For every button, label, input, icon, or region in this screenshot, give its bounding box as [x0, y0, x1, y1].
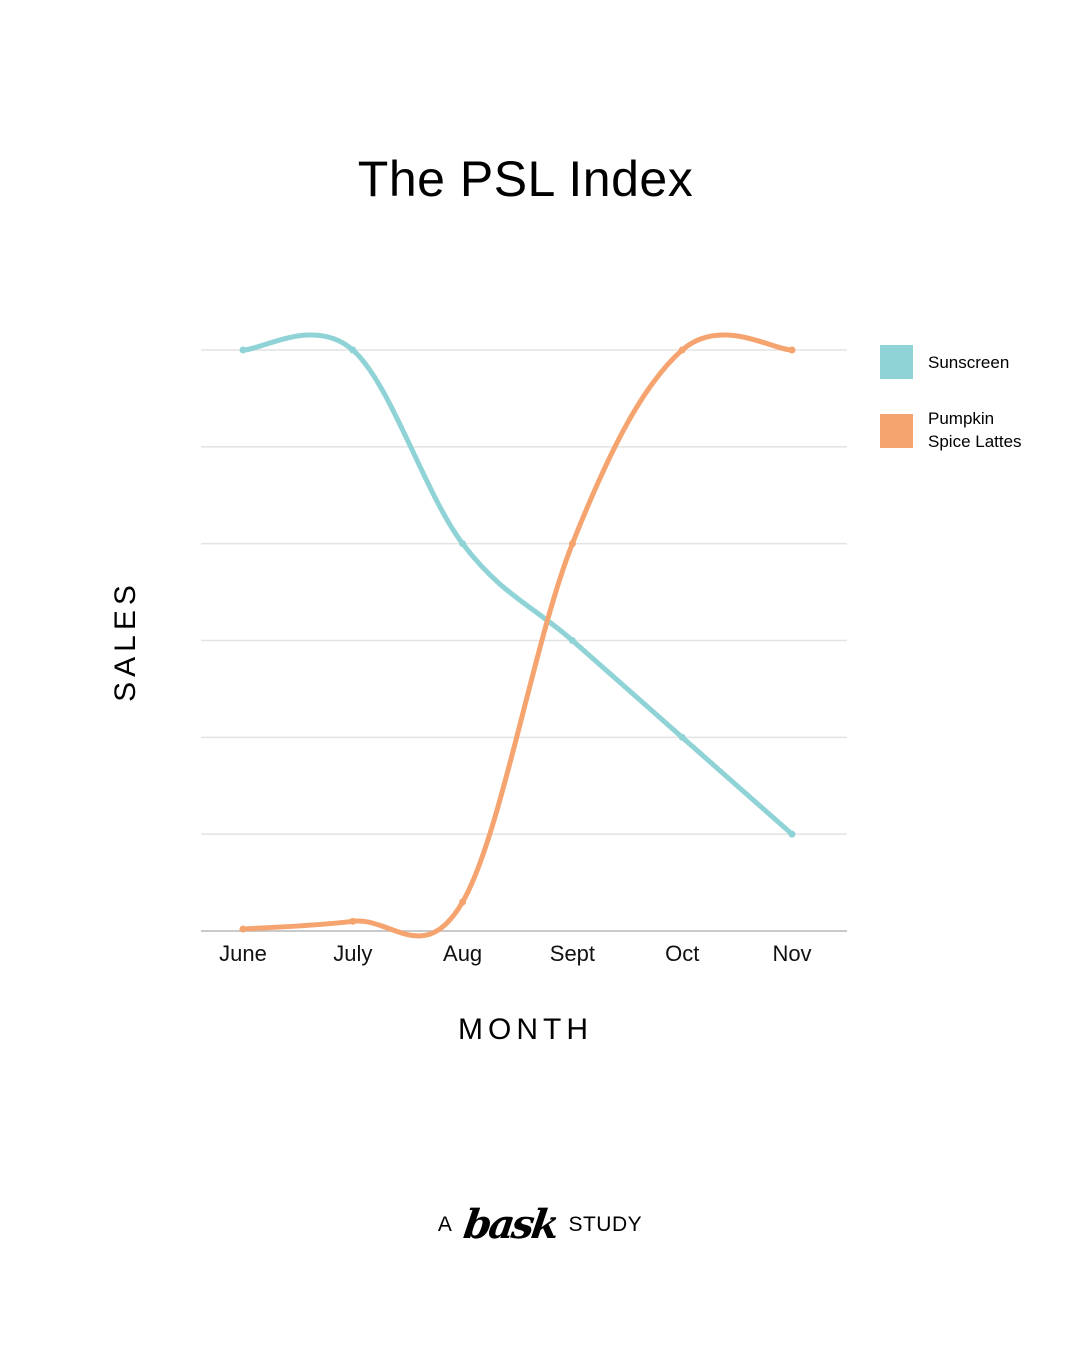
- x-tick-label: June: [219, 941, 267, 966]
- series-lines: [239, 332, 796, 939]
- x-tick-labels: June July Aug Sept Oct Nov: [219, 941, 811, 966]
- x-tick-label: Aug: [443, 941, 482, 966]
- footer-prefix: A: [437, 1213, 453, 1236]
- data-point-sunscreen: [678, 733, 686, 741]
- data-point-pumpkin-spice-lattes: [349, 917, 357, 925]
- data-point-pumpkin-spice-lattes: [788, 346, 796, 354]
- x-tick-label: Sept: [550, 941, 595, 966]
- grid-lines: [201, 349, 847, 835]
- legend-item-sunscreen: Sunscreen: [880, 345, 1070, 379]
- legend: Sunscreen Pumpkin Spice Lattes: [880, 345, 1070, 488]
- x-tick-label: Oct: [665, 941, 699, 966]
- legend-item-psl: Pumpkin Spice Lattes: [880, 409, 1070, 453]
- data-point-sunscreen: [349, 346, 357, 354]
- series-line-sunscreen: [240, 332, 795, 837]
- x-tick-label: Nov: [772, 941, 811, 966]
- legend-label-psl: Pumpkin Spice Lattes: [928, 409, 1022, 451]
- footer-credit: A bask STUDY: [0, 1201, 1080, 1248]
- data-point-pumpkin-spice-lattes: [678, 346, 686, 354]
- data-point-pumpkin-spice-lattes: [239, 925, 247, 933]
- data-point-pumpkin-spice-lattes: [568, 540, 576, 548]
- x-tick-label: July: [333, 941, 372, 966]
- bask-logo: bask: [461, 1201, 560, 1248]
- data-point-sunscreen: [788, 830, 796, 838]
- y-axis-label: SALES: [109, 580, 142, 702]
- legend-swatch-psl: [880, 414, 913, 448]
- data-point-sunscreen: [239, 346, 247, 354]
- legend-label-sunscreen: Sunscreen: [928, 353, 1010, 372]
- data-point-pumpkin-spice-lattes: [459, 898, 467, 906]
- data-point-sunscreen: [459, 540, 467, 548]
- x-axis-label: MONTH: [458, 1013, 593, 1046]
- series-line-pumpkin-spice-lattes: [240, 332, 795, 939]
- legend-swatch-sunscreen: [880, 345, 913, 379]
- chart-title: The PSL Index: [357, 151, 694, 207]
- footer-suffix: STUDY: [568, 1213, 643, 1236]
- data-point-sunscreen: [568, 637, 576, 644]
